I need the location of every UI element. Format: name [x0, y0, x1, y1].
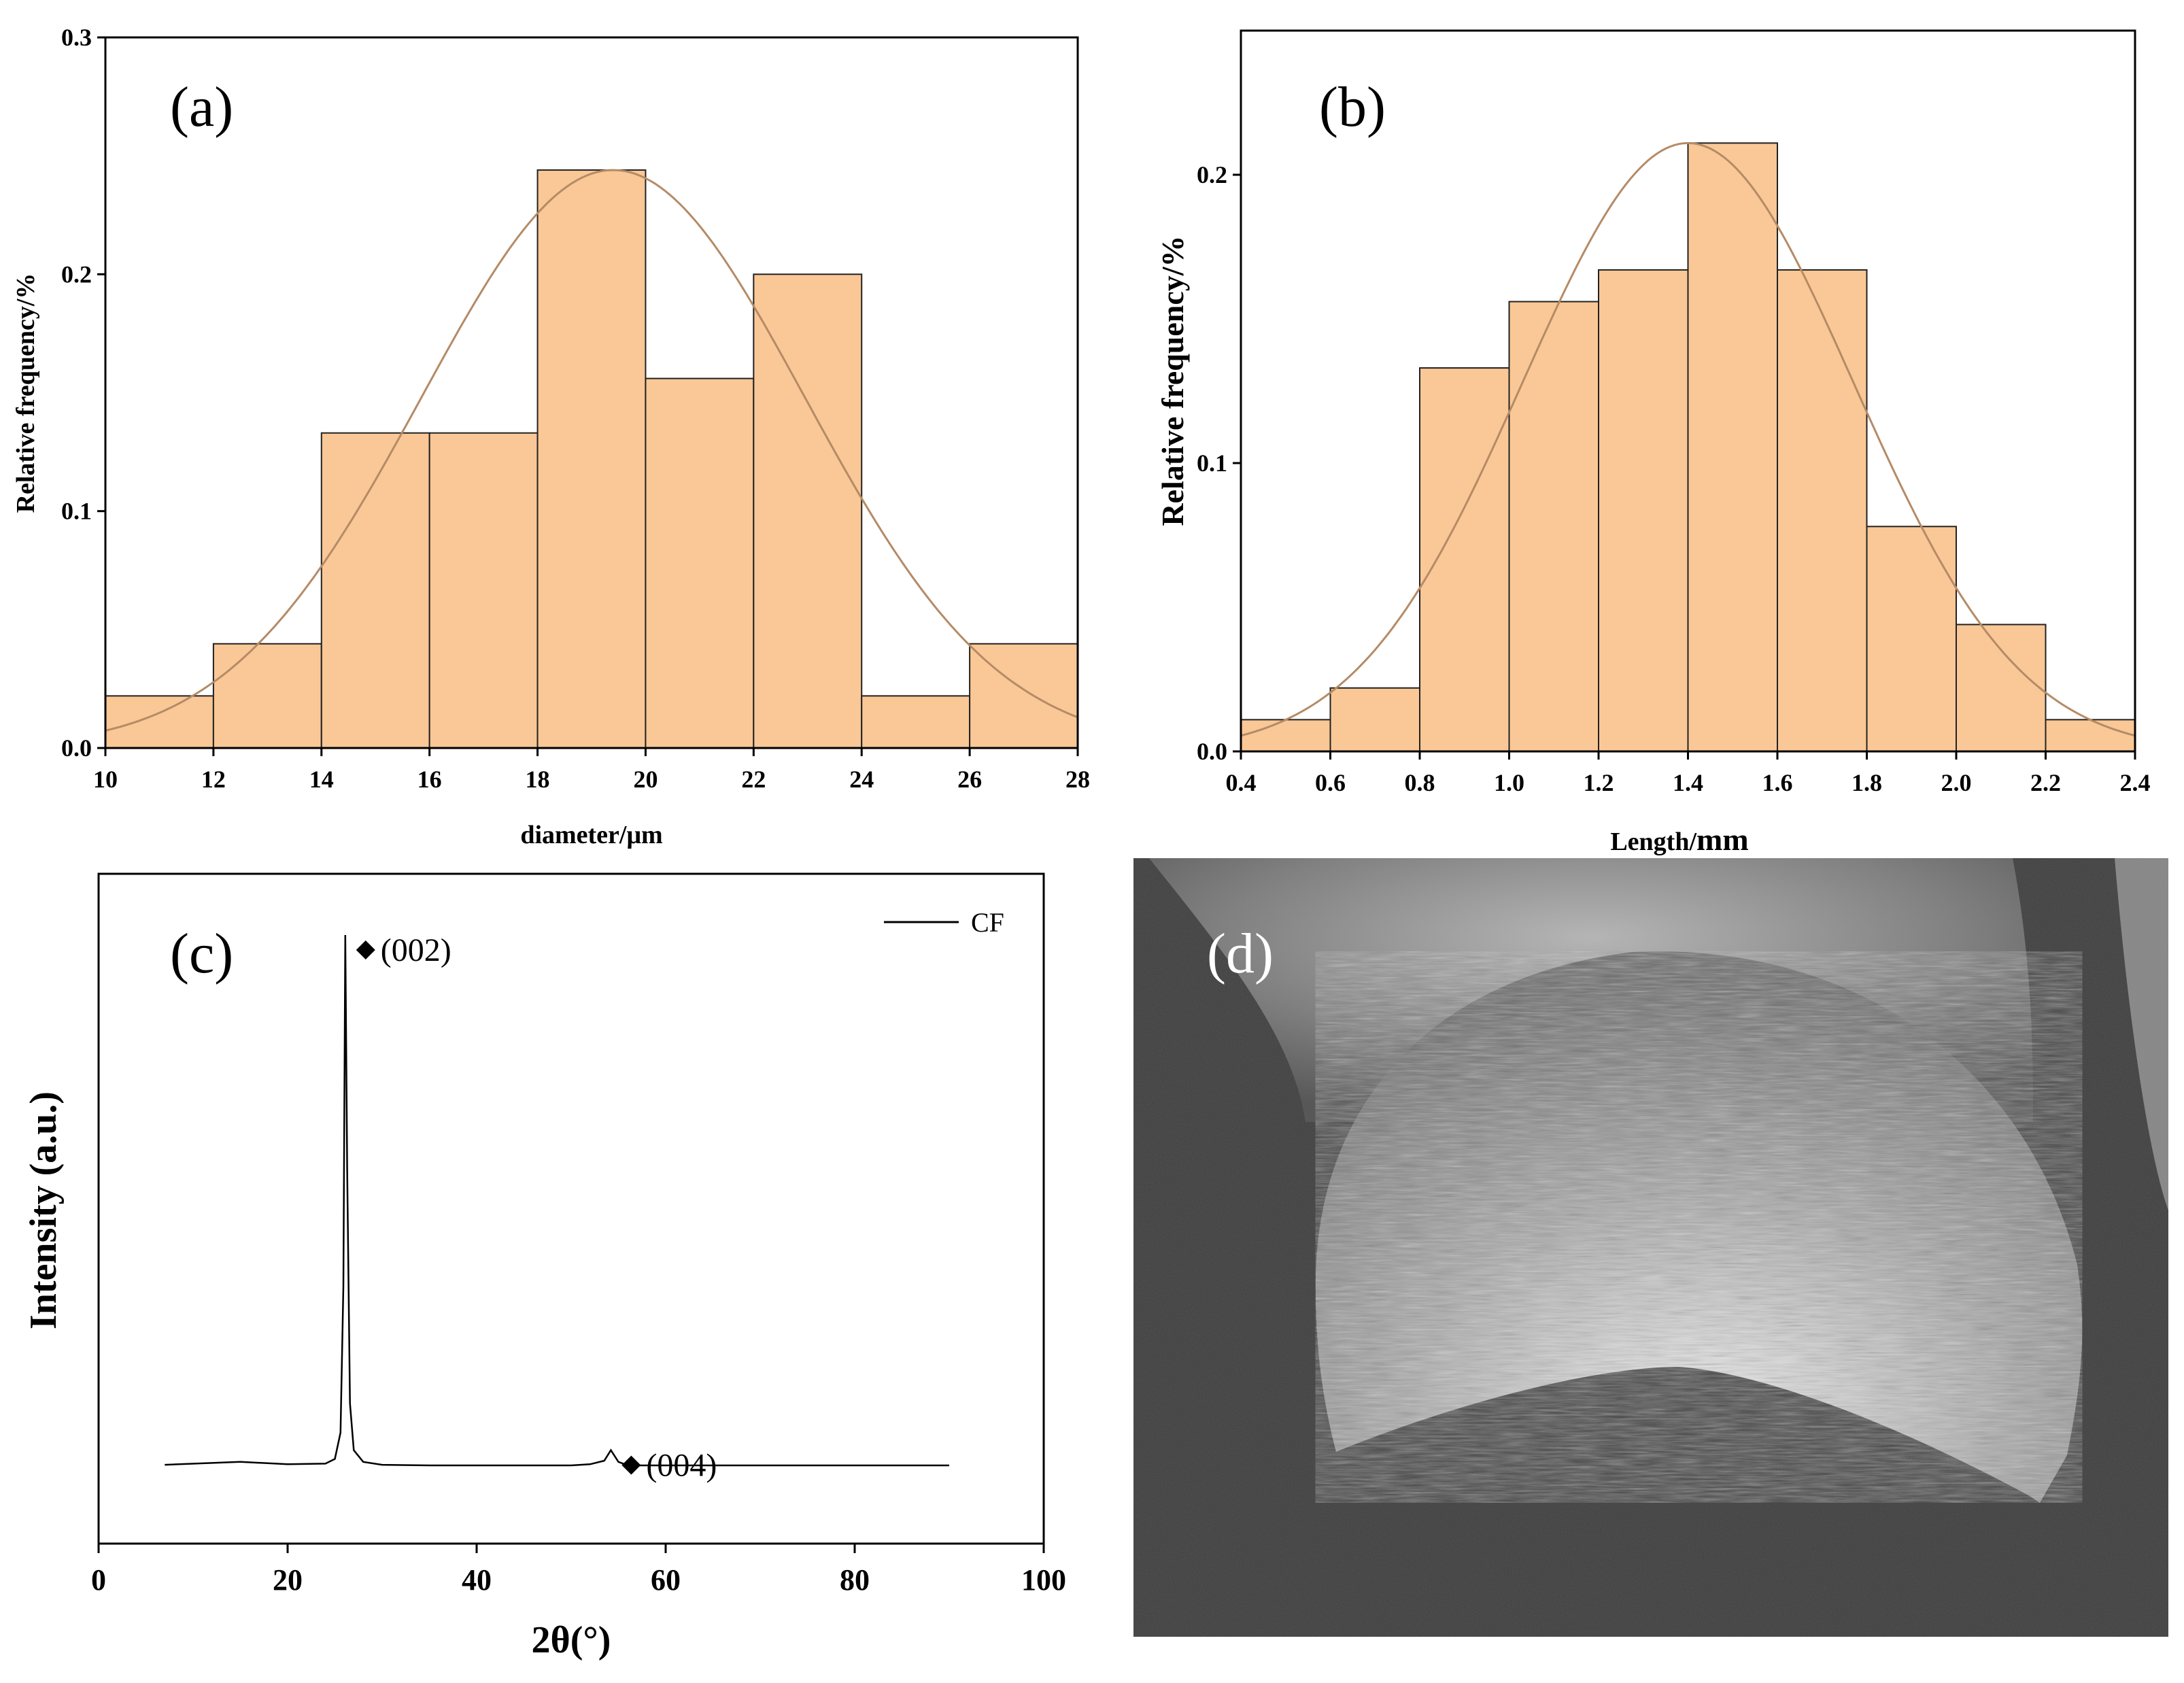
b-x-tick-label: 0.8: [1405, 769, 1435, 796]
b-bar-0: [1240, 719, 1331, 752]
a-bar-6: [753, 273, 863, 749]
c-x-tick-label: 40: [462, 1563, 492, 1597]
a-bar-7: [861, 695, 971, 749]
b-bar-8: [1956, 624, 2047, 752]
c-x-tick-label: 0: [91, 1563, 106, 1597]
panel-c-series-line: [165, 934, 949, 1467]
panel-c-x-axis-title: 2θ(°): [532, 1619, 611, 1661]
panel-a-y-ticks: 0.0 0.1 0.2 0.3: [61, 24, 105, 762]
c-peak-label-0: (002): [381, 932, 451, 968]
a-y-tick-label: 0.2: [61, 260, 92, 288]
b-x-tick-label: 1.0: [1494, 769, 1524, 796]
b-x-tick-label: 1.4: [1673, 769, 1703, 796]
a-x-tick-label: 12: [201, 766, 226, 793]
b-bar-4: [1598, 269, 1689, 753]
panel-b-x-ticks: 0.4 0.6 0.8 1.0 1.2 1.4 1.6 1.8 2.0 2.2 2.4: [1226, 751, 2151, 796]
c-x-tick-label: 100: [1021, 1563, 1066, 1597]
b-x-tick-label: 2.2: [2030, 769, 2061, 796]
b-x-tick-label: 2.4: [2120, 769, 2151, 796]
a-y-tick-label: 0.3: [61, 24, 92, 51]
a-y-tick-label: 0.1: [61, 498, 92, 525]
b-y-tick-label: 0.0: [1197, 738, 1227, 765]
b-x-tick-label: 0.6: [1315, 769, 1346, 796]
panel-c-label: (c): [170, 922, 233, 985]
a-x-tick-label: 24: [849, 766, 874, 793]
a-x-tick-label: 22: [741, 766, 766, 793]
a-x-tick-label: 28: [1065, 766, 1090, 793]
panel-b-y-ticks: 0.0 0.1 0.2: [1197, 161, 1241, 765]
b-bar-5: [1687, 142, 1778, 753]
panel-a-y-axis-title: Relative frequency/%: [12, 273, 40, 513]
c-peak-marker-0: [356, 940, 375, 959]
a-bar-4: [536, 169, 647, 749]
sem-fracture-texture: [1315, 951, 2083, 1503]
panel-d-sem-image: (d): [1133, 858, 2168, 1637]
b-bar-2: [1419, 367, 1510, 752]
panel-b-y-axis-title: Relative frequency/%: [1155, 235, 1190, 526]
a-x-tick-label: 16: [417, 766, 442, 793]
c-x-tick-label: 20: [273, 1563, 303, 1597]
b-x-tick-label: 1.8: [1852, 769, 1882, 796]
panel-a-x-ticks: 10 12 14 16 18 20 22 24 26 28: [93, 748, 1090, 793]
panel-d-label: (d): [1207, 922, 1274, 985]
panel-b-x-axis-title-prefix: Length/: [1610, 828, 1696, 856]
a-bar-5: [645, 377, 755, 749]
b-bar-1: [1329, 687, 1420, 752]
b-x-tick-label: 1.6: [1762, 769, 1793, 796]
b-x-tick-label: 2.0: [1941, 769, 1972, 796]
b-y-tick-label: 0.2: [1197, 161, 1227, 188]
panel-c-y-axis-title: Intensity (a.u.): [22, 1091, 65, 1329]
a-x-tick-label: 14: [309, 766, 334, 793]
panel-a-histogram: 10 12 14 16 18 20 22 24 26 28 0.0 0.1 0.2 0.3 (a) di…: [12, 24, 1090, 849]
panel-b-x-axis-title-unit: mm: [1696, 822, 1749, 857]
panel-a-bars: [105, 169, 1078, 749]
c-x-tick-label: 60: [651, 1563, 681, 1597]
a-x-tick-label: 10: [93, 766, 118, 793]
b-bar-7: [1866, 526, 1957, 753]
c-x-tick-label: 80: [840, 1563, 870, 1597]
a-bar-0: [105, 695, 214, 749]
a-x-tick-label: 26: [957, 766, 982, 793]
panel-c-legend-label: CF: [971, 907, 1004, 938]
c-peak-label-1: (004): [646, 1448, 717, 1484]
panel-b-label: (b): [1319, 75, 1386, 139]
b-bar-3: [1508, 301, 1599, 752]
a-x-tick-label: 20: [633, 766, 658, 793]
b-x-tick-label: 1.2: [1584, 769, 1614, 796]
panel-a-x-axis-title: diameter/μm: [520, 821, 662, 849]
panel-a-plot-frame: [104, 36, 1079, 749]
a-bar-1: [212, 643, 322, 749]
a-bar-2: [320, 432, 430, 749]
panel-b-normal-fit-curve: [1240, 141, 2136, 737]
panel-b-bars: [1240, 142, 2136, 753]
panel-b-x-axis-title: Length/mm: [1610, 822, 1748, 857]
a-bar-3: [428, 432, 539, 749]
b-x-tick-label: 0.4: [1226, 769, 1257, 796]
a-y-tick-label: 0.0: [61, 734, 92, 762]
b-bar-9: [2045, 719, 2136, 752]
panel-c-plot-frame: [97, 872, 1045, 1545]
panel-a-label: (a): [170, 75, 233, 139]
panel-c-xrd-pattern: 0 20 40 60 80 100 (002) (004) CF (c) 2θ(°) Int…: [22, 872, 1066, 1661]
sem-neighbor-fibre: [2115, 858, 2168, 1210]
a-x-tick-label: 18: [526, 766, 550, 793]
b-y-tick-label: 0.1: [1197, 449, 1227, 477]
panel-b-histogram: 0.4 0.6 0.8 1.0 1.2 1.4 1.6 1.8 2.0 2.2 2.4 0.0 0.1…: [1155, 29, 2151, 857]
panel-a-normal-fit-curve: [105, 169, 1078, 732]
panel-c-peak-labels: (002) (004): [356, 932, 717, 1484]
panel-c-x-ticks: 0 20 40 60 80 100: [91, 1544, 1066, 1597]
b-bar-6: [1777, 269, 1868, 753]
c-peak-marker-1: [621, 1455, 641, 1475]
